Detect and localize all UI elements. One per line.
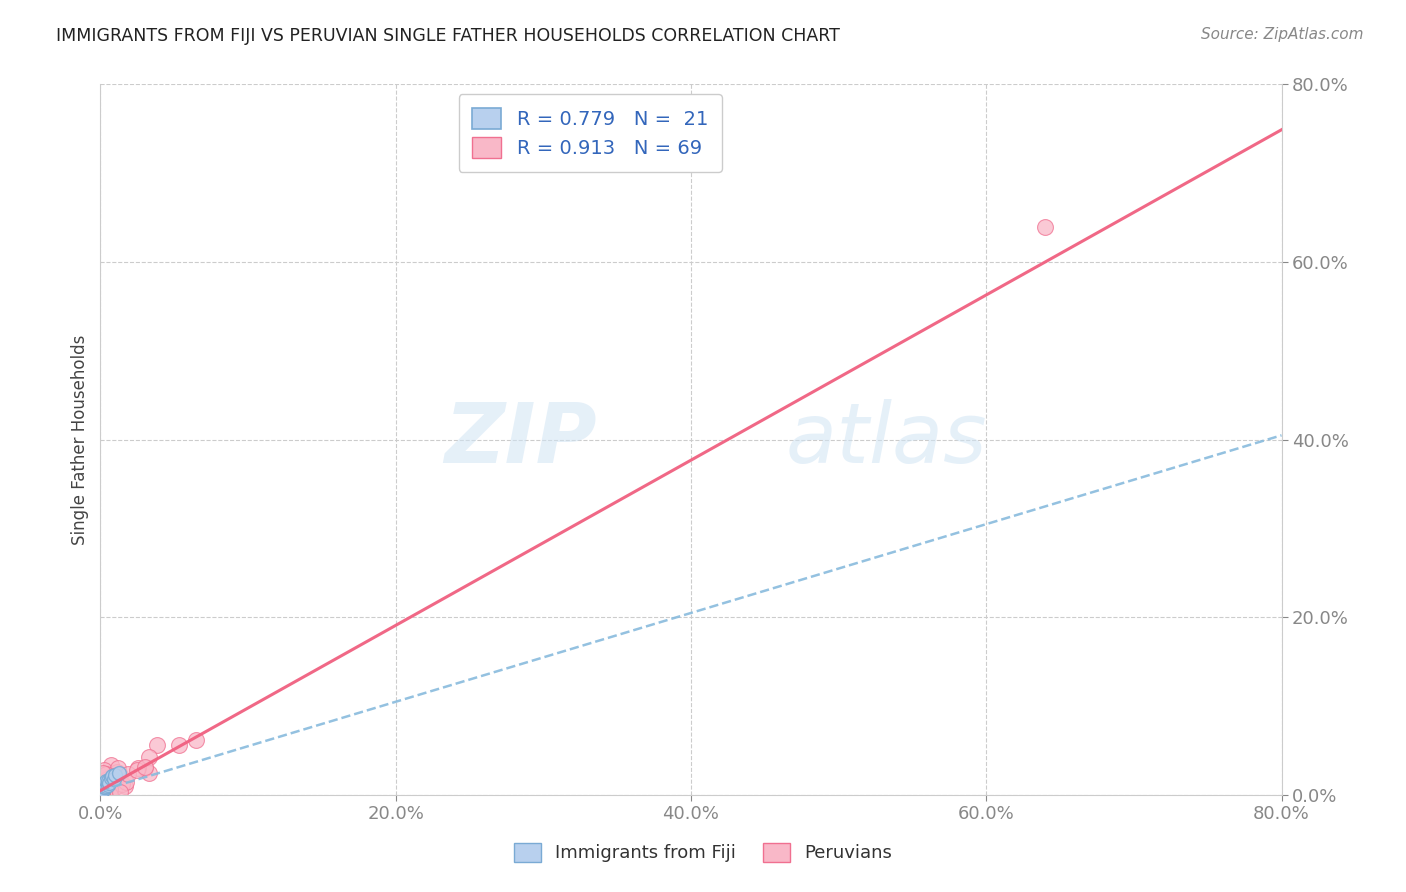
Point (186, 732, 208, 747)
Point (98, 782, 121, 797)
Point (90, 788, 112, 802)
Point (94, 780, 117, 794)
Point (97, 774, 120, 789)
Point (145, 738, 167, 752)
Point (138, 765, 160, 780)
Point (167, 738, 190, 752)
Point (90, 786, 112, 800)
Point (90, 782, 112, 797)
Point (98, 782, 121, 797)
Point (91, 783, 114, 797)
Point (91, 783, 114, 797)
Point (138, 749, 160, 764)
Point (96, 777, 118, 791)
Text: IMMIGRANTS FROM FIJI VS PERUVIAN SINGLE FATHER HOUSEHOLDS CORRELATION CHART: IMMIGRANTS FROM FIJI VS PERUVIAN SINGLE … (56, 27, 841, 45)
Text: ZIP: ZIP (444, 400, 596, 480)
Point (93, 763, 115, 777)
Point (91, 778, 114, 792)
Point (103, 768, 125, 782)
Point (90, 781, 112, 796)
Point (100, 771, 122, 785)
Point (107, 761, 129, 775)
Point (127, 763, 149, 777)
Text: atlas: atlas (786, 400, 987, 480)
Point (91, 782, 114, 797)
Point (98, 788, 121, 802)
Point (110, 785, 132, 799)
Point (134, 761, 156, 775)
Point (1033, 219, 1056, 234)
Point (97, 788, 120, 802)
Point (90, 788, 112, 802)
Point (134, 760, 156, 774)
Point (96, 774, 118, 789)
Point (94, 781, 117, 796)
Point (90, 778, 112, 792)
Point (90, 780, 112, 794)
Point (97, 776, 120, 790)
Point (96, 777, 118, 791)
Point (115, 774, 138, 789)
Legend: R = 0.779   N =  21, R = 0.913   N = 69: R = 0.779 N = 21, R = 0.913 N = 69 (458, 95, 721, 171)
Point (105, 765, 128, 780)
Point (101, 769, 124, 783)
Y-axis label: Single Father Households: Single Father Households (72, 334, 89, 545)
Point (89, 779, 111, 793)
Point (89, 784, 111, 798)
Point (97, 778, 120, 792)
Point (96, 767, 118, 781)
Legend: Immigrants from Fiji, Peruvians: Immigrants from Fiji, Peruvians (506, 836, 900, 870)
Point (97, 780, 120, 794)
Point (127, 760, 149, 774)
Point (96, 779, 118, 793)
Point (91, 788, 114, 802)
Point (90, 775, 112, 789)
Point (97, 778, 120, 792)
Point (101, 767, 124, 781)
Point (111, 777, 134, 791)
Point (96, 772, 118, 786)
Point (90, 784, 112, 798)
Point (114, 779, 136, 793)
Point (97, 788, 120, 802)
Point (93, 780, 115, 795)
Point (90, 782, 112, 797)
Text: Source: ZipAtlas.com: Source: ZipAtlas.com (1201, 27, 1364, 42)
Point (103, 773, 125, 788)
Point (93, 788, 115, 802)
Point (90, 772, 112, 786)
Point (93, 776, 115, 790)
Point (91, 787, 114, 801)
Point (98, 788, 121, 802)
Point (91, 782, 114, 797)
Point (89, 778, 111, 792)
Point (89, 782, 111, 797)
Point (93, 781, 115, 796)
Point (93, 788, 115, 802)
Point (107, 766, 129, 780)
Point (90, 785, 112, 799)
Point (96, 780, 118, 795)
Point (96, 788, 118, 802)
Point (98, 788, 121, 802)
Point (93, 787, 115, 801)
Point (97, 781, 120, 796)
Point (100, 757, 122, 772)
Point (100, 788, 122, 802)
Point (104, 768, 127, 782)
Point (117, 766, 139, 780)
Point (108, 768, 131, 782)
Point (90, 788, 112, 802)
Point (91, 788, 114, 802)
Point (103, 772, 125, 787)
Point (104, 780, 127, 794)
Point (91, 765, 114, 780)
